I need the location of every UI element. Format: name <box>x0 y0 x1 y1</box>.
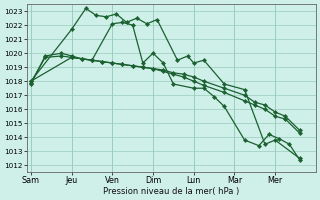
X-axis label: Pression niveau de la mer( hPa ): Pression niveau de la mer( hPa ) <box>103 187 239 196</box>
